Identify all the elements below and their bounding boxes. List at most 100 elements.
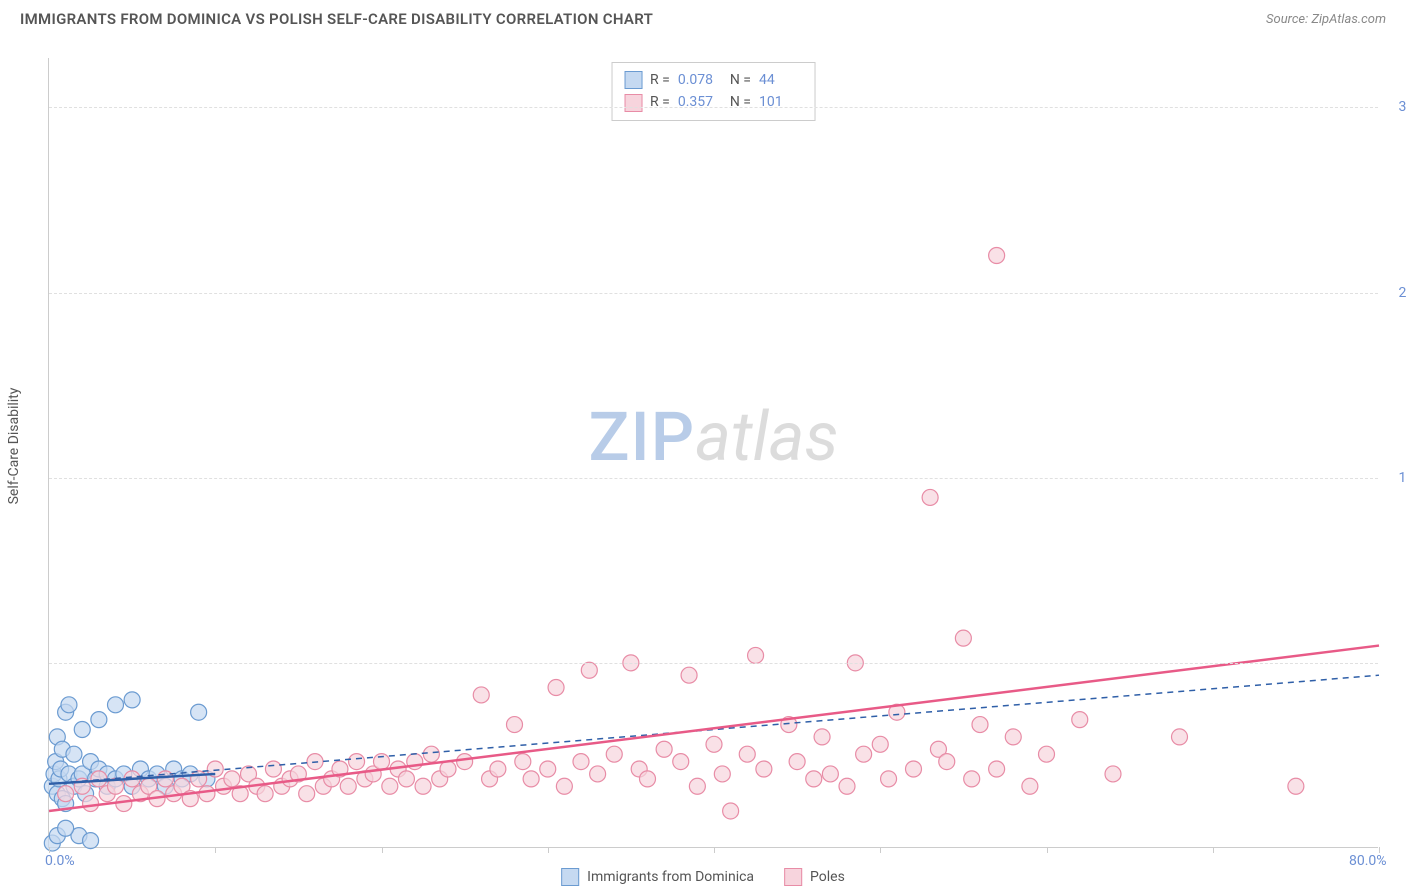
scatter-point bbox=[955, 630, 971, 646]
chart-header: IMMIGRANTS FROM DOMINICA VS POLISH SELF-… bbox=[0, 0, 1406, 36]
scatter-point bbox=[606, 746, 622, 762]
scatter-point bbox=[989, 761, 1005, 777]
trend-line bbox=[49, 646, 1379, 811]
scatter-point bbox=[423, 746, 439, 762]
y-axis-title: Self-Care Disability bbox=[6, 388, 22, 505]
scatter-point bbox=[415, 778, 431, 794]
legend-swatch bbox=[784, 868, 802, 886]
scatter-point bbox=[673, 754, 689, 770]
scatter-point bbox=[814, 729, 830, 745]
scatter-point bbox=[61, 697, 77, 713]
scatter-point bbox=[58, 820, 74, 836]
legend-swatch bbox=[624, 94, 642, 112]
scatter-point bbox=[906, 761, 922, 777]
scatter-point bbox=[789, 754, 805, 770]
gridline bbox=[49, 663, 1378, 664]
scatter-point bbox=[656, 741, 672, 757]
legend-label: Poles bbox=[810, 869, 845, 885]
chart-source: Source: ZipAtlas.com bbox=[1266, 12, 1386, 27]
scatter-point bbox=[989, 248, 1005, 264]
gridline bbox=[49, 107, 1378, 108]
scatter-point bbox=[58, 786, 74, 802]
x-tick-mark bbox=[714, 847, 715, 853]
x-tick-mark bbox=[382, 847, 383, 853]
scatter-point bbox=[1288, 778, 1304, 794]
scatter-point bbox=[191, 771, 207, 787]
legend-label: Immigrants from Dominica bbox=[587, 869, 754, 885]
scatter-point bbox=[540, 761, 556, 777]
chart-plot-area: ZIPatlas R =0.078N =44R =0.357N =101 7.5… bbox=[48, 58, 1378, 848]
scatter-point bbox=[265, 761, 281, 777]
legend-item: Immigrants from Dominica bbox=[561, 868, 754, 886]
scatter-point bbox=[257, 786, 273, 802]
scatter-point bbox=[714, 766, 730, 782]
legend-r-value: 0.078 bbox=[678, 69, 722, 91]
x-tick-mark bbox=[215, 847, 216, 853]
legend-n-label: N = bbox=[730, 91, 751, 113]
gridline bbox=[49, 478, 1378, 479]
scatter-point bbox=[839, 778, 855, 794]
scatter-point bbox=[706, 736, 722, 752]
legend-item: Poles bbox=[784, 868, 845, 886]
legend-r-label: R = bbox=[650, 69, 670, 91]
scatter-point bbox=[590, 766, 606, 782]
scatter-point bbox=[473, 687, 489, 703]
scatter-point bbox=[515, 754, 531, 770]
scatter-point bbox=[83, 796, 99, 812]
legend-n-label: N = bbox=[730, 69, 751, 91]
x-tick-mark bbox=[548, 847, 549, 853]
scatter-point bbox=[398, 771, 414, 787]
scatter-point bbox=[689, 778, 705, 794]
x-tick-mark bbox=[1047, 847, 1048, 853]
scatter-point bbox=[548, 680, 564, 696]
scatter-point bbox=[507, 717, 523, 733]
x-tick-label: 80.0% bbox=[1349, 853, 1387, 869]
scatter-point bbox=[299, 786, 315, 802]
scatter-point bbox=[1072, 712, 1088, 728]
scatter-point bbox=[83, 833, 99, 849]
y-tick-label: 30.0% bbox=[1398, 99, 1406, 115]
legend-swatch bbox=[561, 868, 579, 886]
legend-swatch bbox=[624, 71, 642, 89]
scatter-point bbox=[91, 712, 107, 728]
scatter-point bbox=[1039, 746, 1055, 762]
legend-r-label: R = bbox=[650, 91, 670, 113]
scatter-point bbox=[490, 761, 506, 777]
scatter-point bbox=[1172, 729, 1188, 745]
scatter-point bbox=[640, 771, 656, 787]
scatter-point bbox=[457, 754, 473, 770]
scatter-point bbox=[756, 761, 772, 777]
legend-row: R = 0.078 N = 44 bbox=[624, 69, 803, 91]
scatter-point bbox=[806, 771, 822, 787]
scatter-point bbox=[822, 766, 838, 782]
scatter-point bbox=[922, 489, 938, 505]
scatter-point bbox=[199, 786, 215, 802]
legend-row: R = 0.357 N = 101 bbox=[624, 91, 803, 113]
scatter-point bbox=[881, 771, 897, 787]
scatter-point bbox=[108, 697, 124, 713]
scatter-point bbox=[856, 746, 872, 762]
correlation-legend: R = 0.078 N = 44 R = 0.357 N = 101 bbox=[611, 62, 816, 121]
scatter-point bbox=[349, 754, 365, 770]
scatter-point bbox=[556, 778, 572, 794]
series-legend: Immigrants from Dominica Poles bbox=[561, 868, 845, 886]
scatter-point bbox=[124, 692, 140, 708]
legend-r-value: 0.357 bbox=[678, 91, 722, 113]
y-tick-label: 15.0% bbox=[1398, 470, 1406, 486]
scatter-point bbox=[224, 771, 240, 787]
x-tick-label: 0.0% bbox=[45, 853, 75, 869]
x-tick-mark bbox=[1213, 847, 1214, 853]
scatter-point bbox=[74, 722, 90, 738]
legend-n-value: 44 bbox=[759, 69, 803, 91]
scatter-point bbox=[1022, 778, 1038, 794]
scatter-point bbox=[581, 662, 597, 678]
scatter-point bbox=[964, 771, 980, 787]
scatter-point bbox=[440, 761, 456, 777]
scatter-point bbox=[1105, 766, 1121, 782]
scatter-point bbox=[382, 778, 398, 794]
legend-n-value: 101 bbox=[759, 91, 803, 113]
scatter-plot-svg bbox=[49, 58, 1378, 847]
scatter-point bbox=[739, 746, 755, 762]
gridline bbox=[49, 293, 1378, 294]
scatter-point bbox=[939, 754, 955, 770]
